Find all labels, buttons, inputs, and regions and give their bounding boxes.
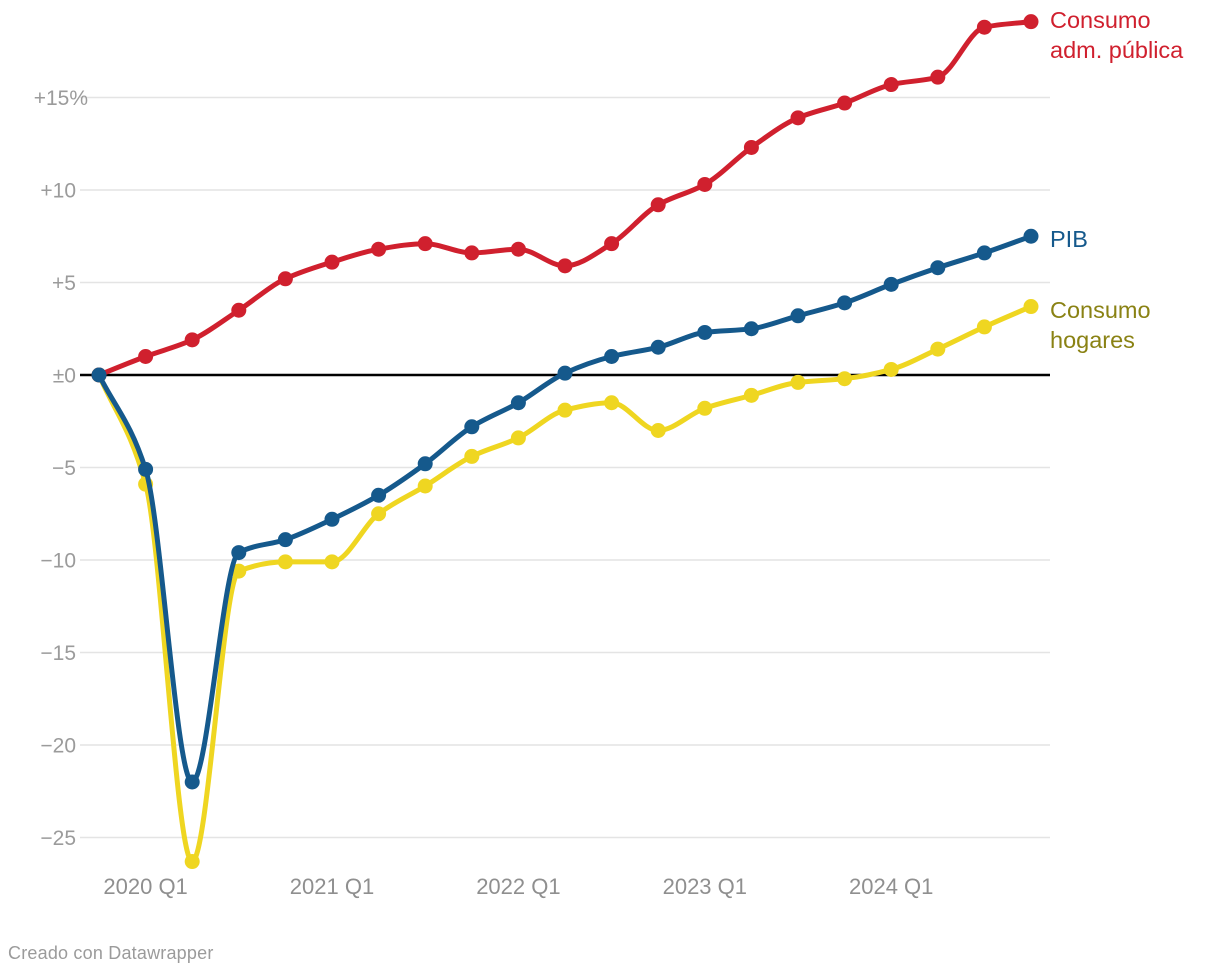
data-point — [417, 456, 433, 472]
data-point — [790, 374, 806, 390]
series-pib — [91, 228, 1039, 790]
series-label: Consumo — [1050, 7, 1151, 33]
y-tick-label: −5 — [52, 457, 76, 480]
x-tick-label: 2020 Q1 — [103, 874, 187, 899]
x-tick-label: 2023 Q1 — [663, 874, 747, 899]
data-point — [697, 400, 713, 416]
data-point — [790, 110, 806, 126]
y-tick-label: +15% — [34, 87, 88, 110]
data-point — [371, 506, 387, 522]
data-point — [743, 321, 759, 337]
data-point — [231, 302, 247, 318]
data-point — [1023, 299, 1039, 315]
data-point — [557, 365, 573, 381]
data-point — [976, 319, 992, 335]
data-point — [138, 349, 154, 364]
data-point — [1023, 14, 1039, 30]
series-label: PIB — [1050, 226, 1088, 252]
data-point — [464, 448, 480, 464]
data-point — [231, 563, 247, 579]
data-point — [883, 77, 899, 93]
data-point — [557, 402, 573, 418]
data-point — [650, 197, 666, 213]
data-point — [184, 774, 200, 790]
data-point — [976, 19, 992, 35]
data-point — [557, 258, 573, 274]
y-tick-label: +10 — [40, 180, 76, 203]
data-point — [1023, 228, 1039, 244]
series-line — [96, 304, 1034, 864]
data-point — [464, 245, 480, 261]
data-point — [231, 545, 247, 561]
data-point — [930, 69, 946, 85]
data-point — [697, 324, 713, 340]
data-point — [184, 854, 200, 870]
data-point — [138, 461, 154, 477]
data-point — [837, 371, 853, 387]
data-point — [883, 361, 899, 377]
data-point — [277, 554, 293, 570]
series-label: Consumo — [1050, 297, 1151, 323]
data-point — [743, 139, 759, 155]
chart-svg: +15% +10 +5 ±0 −5 −10 −15 −20 −25 2020 Q1 2021 Q1 2… — [34, 7, 1184, 899]
data-point — [277, 271, 293, 287]
y-tick-label: +5 — [52, 272, 76, 295]
data-point — [604, 349, 620, 364]
data-point — [510, 430, 526, 446]
data-point — [417, 478, 433, 494]
data-point — [837, 295, 853, 311]
data-point — [650, 339, 666, 355]
data-point — [324, 554, 340, 570]
data-point — [790, 308, 806, 324]
series-consumo-adm-p-blica — [91, 14, 1039, 383]
series-label: adm. pública — [1050, 37, 1184, 63]
data-point — [510, 241, 526, 257]
y-tick-label: −10 — [40, 550, 76, 573]
series-consumo-hogares — [91, 299, 1039, 870]
data-point — [930, 260, 946, 276]
y-tick-label: −25 — [40, 827, 76, 850]
data-point — [371, 241, 387, 257]
data-point — [976, 245, 992, 261]
data-point — [697, 176, 713, 192]
y-tick-label: −20 — [40, 735, 76, 758]
series-line — [96, 19, 1034, 378]
data-point — [324, 511, 340, 527]
data-point — [417, 236, 433, 252]
x-tick-label: 2022 Q1 — [476, 874, 560, 899]
data-point — [464, 419, 480, 435]
data-point — [324, 254, 340, 270]
series-label: hogares — [1050, 327, 1135, 353]
data-point — [604, 395, 620, 411]
y-tick-label: ±0 — [53, 365, 76, 388]
data-point — [883, 276, 899, 292]
series-line — [96, 233, 1034, 785]
y-tick-label: −15 — [40, 642, 76, 665]
data-point — [604, 236, 620, 252]
data-point — [277, 532, 293, 548]
data-point — [371, 487, 387, 503]
data-point — [184, 332, 200, 348]
data-point — [743, 387, 759, 403]
data-point — [91, 367, 107, 383]
chart-credit: Creado con Datawrapper — [8, 943, 214, 963]
x-tick-label: 2021 Q1 — [290, 874, 374, 899]
data-point — [930, 341, 946, 357]
x-tick-label: 2024 Q1 — [849, 874, 933, 899]
data-point — [837, 95, 853, 111]
data-point — [650, 423, 666, 438]
data-point — [510, 395, 526, 411]
